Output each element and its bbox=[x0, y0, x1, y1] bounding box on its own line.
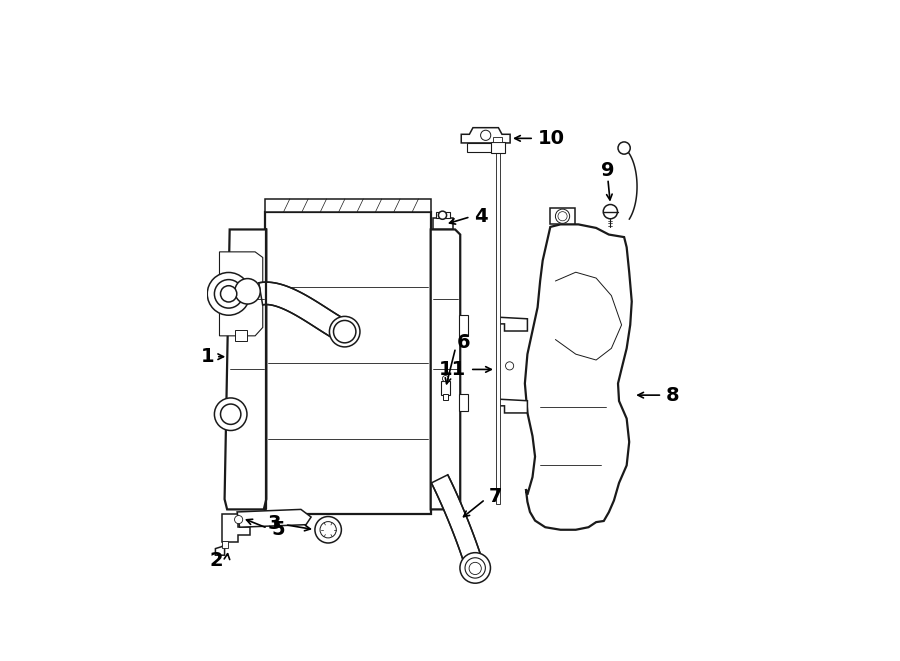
Text: 11: 11 bbox=[439, 360, 466, 379]
Circle shape bbox=[469, 563, 482, 574]
Polygon shape bbox=[222, 514, 250, 543]
Bar bbox=[434, 218, 453, 229]
Bar bbox=[496, 153, 500, 504]
Text: 6: 6 bbox=[456, 333, 471, 352]
Bar bbox=[550, 208, 575, 224]
Text: 4: 4 bbox=[474, 208, 488, 226]
Circle shape bbox=[438, 211, 446, 219]
Circle shape bbox=[220, 404, 241, 424]
Bar bbox=[443, 394, 448, 400]
Circle shape bbox=[214, 280, 243, 308]
Polygon shape bbox=[266, 199, 431, 212]
Text: 5: 5 bbox=[272, 520, 285, 539]
Text: 1: 1 bbox=[201, 347, 214, 366]
Circle shape bbox=[558, 212, 567, 221]
Circle shape bbox=[220, 286, 237, 302]
Text: 7: 7 bbox=[489, 487, 502, 506]
Polygon shape bbox=[237, 510, 311, 527]
Circle shape bbox=[481, 130, 491, 140]
Circle shape bbox=[506, 362, 514, 370]
Text: 10: 10 bbox=[537, 129, 564, 148]
Bar bbox=[493, 137, 502, 142]
Polygon shape bbox=[500, 317, 527, 331]
Circle shape bbox=[235, 278, 260, 304]
Bar bbox=[235, 330, 248, 342]
Bar bbox=[221, 541, 228, 547]
Polygon shape bbox=[525, 224, 632, 529]
Text: 9: 9 bbox=[601, 161, 615, 180]
Circle shape bbox=[235, 516, 243, 524]
Bar bbox=[459, 315, 468, 336]
Bar bbox=[266, 212, 431, 514]
Polygon shape bbox=[467, 143, 504, 151]
Circle shape bbox=[603, 204, 617, 219]
Polygon shape bbox=[225, 229, 266, 510]
Circle shape bbox=[618, 142, 630, 154]
Text: 3: 3 bbox=[268, 514, 282, 533]
Circle shape bbox=[443, 375, 448, 381]
Circle shape bbox=[320, 522, 337, 538]
Bar bbox=[491, 142, 505, 153]
Polygon shape bbox=[462, 128, 510, 143]
Circle shape bbox=[214, 398, 247, 430]
Polygon shape bbox=[431, 475, 483, 577]
Bar bbox=[441, 381, 450, 395]
Circle shape bbox=[555, 209, 570, 223]
Polygon shape bbox=[500, 399, 527, 413]
Polygon shape bbox=[431, 229, 460, 510]
Text: 8: 8 bbox=[666, 385, 680, 405]
Polygon shape bbox=[259, 282, 355, 341]
Circle shape bbox=[334, 321, 356, 343]
Polygon shape bbox=[220, 252, 263, 336]
Bar bbox=[436, 212, 450, 218]
Text: 2: 2 bbox=[210, 551, 223, 570]
Bar bbox=[459, 393, 468, 411]
Circle shape bbox=[207, 272, 250, 315]
Circle shape bbox=[465, 558, 485, 578]
Circle shape bbox=[329, 317, 360, 347]
Circle shape bbox=[315, 516, 341, 543]
Circle shape bbox=[460, 553, 491, 583]
Polygon shape bbox=[215, 543, 225, 555]
